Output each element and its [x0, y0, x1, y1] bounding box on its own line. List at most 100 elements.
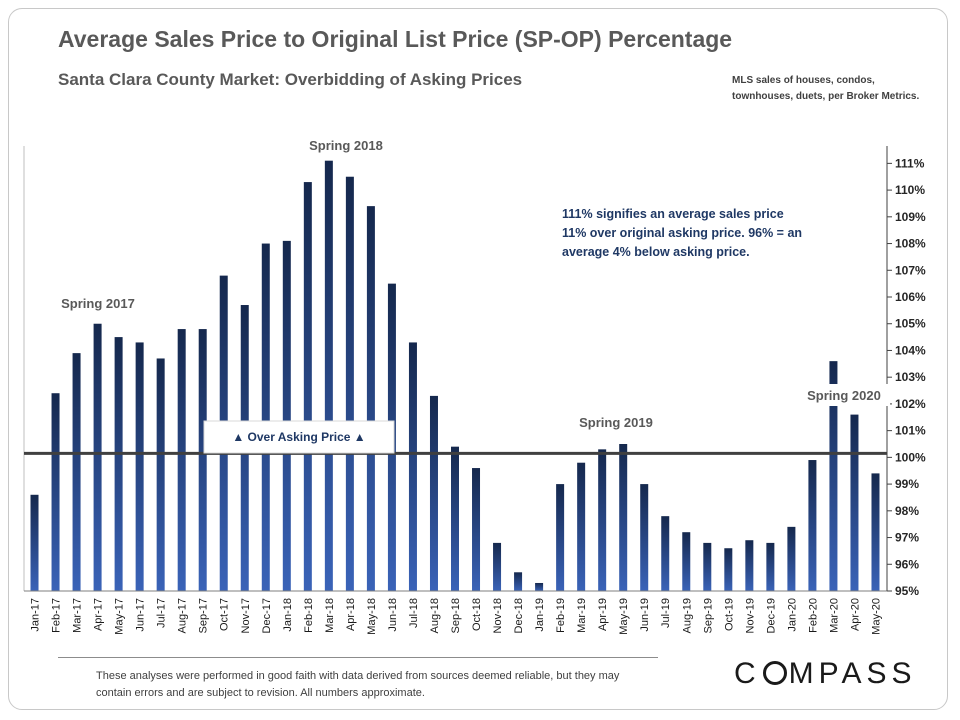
logo-text-start: C: [734, 657, 761, 690]
y-tick-label: 109%: [895, 210, 926, 224]
bar-Apr-18: [345, 176, 354, 591]
bar-Jun-17: [135, 342, 144, 591]
footnote: These analyses were performed in good fa…: [96, 670, 620, 699]
y-tick-label: 106%: [895, 290, 926, 304]
bar-Dec-19: [766, 542, 775, 591]
x-tick-label: Mar-19: [576, 598, 588, 633]
x-tick-label: Nov-18: [492, 598, 504, 633]
bar-Mar-18: [324, 160, 333, 591]
x-tick-label: Jun-17: [135, 598, 147, 632]
bar-Mar-19: [577, 462, 586, 591]
bar-May-20: [871, 473, 880, 591]
compass-logo: C MPASS: [734, 657, 916, 691]
bar-Aug-19: [682, 532, 691, 591]
x-tick-label: Nov-17: [240, 598, 252, 633]
x-tick-label: Oct-19: [723, 598, 735, 631]
x-tick-label: Apr-17: [93, 598, 105, 631]
bar-Feb-18: [303, 182, 312, 591]
spring-2017-label: Spring 2017: [61, 296, 135, 311]
x-axis-labels: Jan-17 Feb-17 Mar-17 Apr-17 May-17 Jun-17 Jul-…: [30, 598, 883, 635]
slide-frame: [8, 8, 948, 710]
y-tick-label: 111%: [895, 156, 925, 170]
y-tick-label: 110%: [895, 183, 925, 197]
footnote-divider: [58, 657, 658, 658]
y-tick-label: 103%: [895, 370, 926, 384]
bar-Feb-17: [51, 393, 60, 591]
y-tick-label: 108%: [895, 237, 926, 251]
bar-Oct-19: [724, 548, 733, 591]
y-tick-label: 96%: [895, 557, 919, 571]
explanation-line: 111% signifies an average sales price: [562, 207, 784, 221]
bar-Feb-20: [808, 460, 817, 591]
x-tick-label: Sep-17: [198, 598, 210, 633]
x-tick-label: Apr-19: [597, 598, 609, 631]
spring-2018-label: Spring 2018: [309, 138, 383, 153]
explanation-line: 11% over original asking price. 96% = an: [562, 226, 802, 240]
x-tick-label: Dec-18: [513, 598, 525, 633]
x-tick-label: Oct-17: [219, 598, 231, 631]
x-tick-label: Mar-20: [828, 598, 840, 633]
x-tick-label: Apr-20: [849, 598, 861, 631]
x-tick-label: Jan-20: [786, 598, 798, 632]
x-tick-label: Nov-19: [744, 598, 756, 633]
y-tick-label: 101%: [895, 424, 926, 438]
y-axis: 95% 96% 97% 98% 99% 100% 101% 102% 103% 104% 105% 1…: [23, 146, 926, 598]
spring-2020-label: Spring 2020: [807, 388, 881, 403]
x-tick-label: May-19: [618, 598, 630, 635]
x-tick-label: Apr-18: [345, 598, 357, 631]
x-tick-label: Feb-20: [807, 598, 819, 633]
x-tick-label: Mar-18: [324, 598, 336, 633]
x-tick-label: Feb-18: [303, 598, 315, 633]
bar-Jan-17: [30, 494, 39, 591]
bar-Jan-19: [535, 582, 544, 591]
x-tick-label: Sep-18: [450, 598, 462, 633]
bar-Aug-18: [429, 395, 438, 591]
bar-Oct-18: [472, 468, 481, 591]
bar-Apr-17: [93, 323, 102, 591]
explanation-line: average 4% below asking price.: [562, 245, 750, 259]
spring-2019-label: Spring 2019: [579, 415, 653, 430]
bar-Dec-18: [514, 572, 523, 591]
bar-Jan-20: [787, 526, 796, 591]
bar-Mar-17: [72, 353, 81, 591]
y-tick-label: 99%: [895, 477, 919, 491]
bar-Jul-19: [661, 516, 670, 591]
x-tick-label: Oct-18: [471, 598, 483, 631]
y-tick-label: 98%: [895, 504, 919, 518]
x-tick-label: Aug-19: [681, 598, 693, 633]
x-tick-label: Jun-18: [387, 598, 399, 632]
x-tick-label: Jun-19: [639, 598, 651, 632]
bar-Jun-19: [640, 484, 649, 591]
y-tick-label: 107%: [895, 263, 926, 277]
source-note: MLS sales of houses, condos, townhouses,…: [732, 75, 920, 102]
chart-title: Average Sales Price to Original List Pri…: [58, 26, 733, 52]
y-tick-label: 102%: [895, 397, 926, 411]
x-tick-label: Aug-17: [177, 598, 189, 633]
bar-Feb-19: [556, 484, 565, 591]
bar-Jul-17: [156, 358, 165, 591]
x-tick-label: May-20: [870, 598, 882, 635]
bar-Jan-18: [282, 240, 291, 591]
bar-May-18: [366, 206, 375, 592]
y-tick-label: 105%: [895, 317, 926, 331]
bar-Aug-17: [177, 329, 186, 591]
annotations: ▲ Over Asking Price ▲ Spring 2017 Spring 2…: [24, 138, 890, 455]
bar-Apr-20: [850, 414, 859, 591]
bar-Mar-20: [829, 361, 838, 591]
bar-Jul-18: [408, 342, 417, 591]
y-tick-label: 104%: [895, 343, 926, 357]
x-tick-label: Jul-19: [660, 598, 672, 628]
x-tick-label: Aug-18: [429, 598, 441, 633]
logo-ring-icon: [762, 661, 787, 685]
bar-Apr-19: [598, 449, 607, 591]
x-tick-label: Dec-19: [765, 598, 777, 633]
y-tick-label: 97%: [895, 531, 919, 545]
bar-Nov-19: [745, 540, 754, 591]
bar-May-19: [619, 444, 628, 591]
y-tick-label: 95%: [895, 584, 919, 598]
bar-Dec-17: [261, 243, 270, 591]
x-tick-label: Jan-17: [30, 598, 42, 632]
bar-Sep-19: [703, 542, 712, 591]
x-tick-label: Feb-17: [51, 598, 63, 633]
